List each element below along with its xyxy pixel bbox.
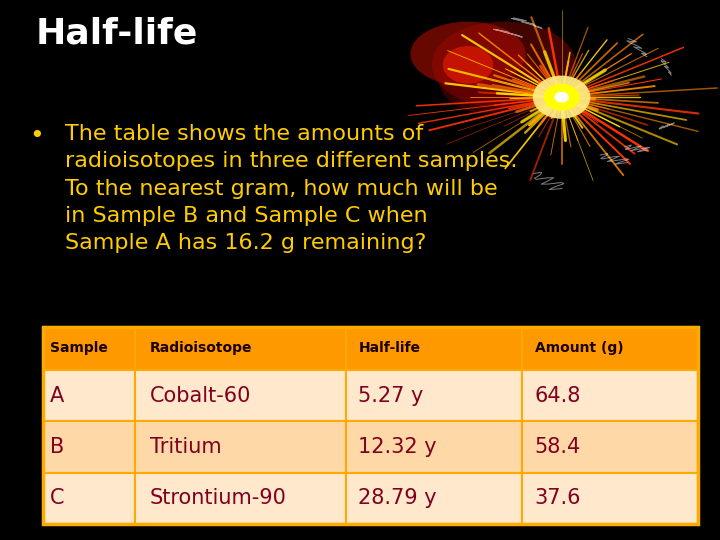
Text: 28.79 y: 28.79 y [359,488,437,508]
FancyBboxPatch shape [346,370,522,421]
Text: Radioisotope: Radioisotope [150,341,252,355]
Text: Sample: Sample [50,341,107,355]
Text: 5.27 y: 5.27 y [359,386,424,406]
FancyBboxPatch shape [135,327,346,370]
FancyBboxPatch shape [346,472,522,524]
Ellipse shape [410,22,526,86]
Text: A: A [50,386,64,406]
FancyBboxPatch shape [43,421,135,472]
Circle shape [544,84,580,111]
FancyBboxPatch shape [135,472,346,524]
Text: The table shows the amounts of
radioisotopes in three different samples.
To the : The table shows the amounts of radioisot… [65,124,517,253]
FancyBboxPatch shape [346,421,522,472]
FancyBboxPatch shape [43,327,135,370]
Text: Strontium-90: Strontium-90 [150,488,287,508]
Text: 12.32 y: 12.32 y [359,437,437,457]
Text: 58.4: 58.4 [534,437,581,457]
Text: Tritium: Tritium [150,437,221,457]
Text: •: • [29,124,43,148]
Circle shape [443,46,493,84]
Text: Half-life: Half-life [36,16,199,50]
FancyBboxPatch shape [135,370,346,421]
Text: 64.8: 64.8 [534,386,581,406]
FancyBboxPatch shape [522,421,698,472]
Circle shape [533,76,590,119]
Ellipse shape [439,49,540,113]
FancyBboxPatch shape [43,472,135,524]
Text: C: C [50,488,64,508]
Ellipse shape [432,22,576,108]
Text: Half-life: Half-life [359,341,420,355]
Text: B: B [50,437,64,457]
FancyBboxPatch shape [43,370,135,421]
FancyBboxPatch shape [522,327,698,370]
Text: 37.6: 37.6 [534,488,581,508]
Circle shape [554,92,569,103]
Text: Cobalt-60: Cobalt-60 [150,386,251,406]
FancyBboxPatch shape [135,421,346,472]
FancyBboxPatch shape [522,472,698,524]
FancyBboxPatch shape [522,370,698,421]
FancyBboxPatch shape [346,327,522,370]
Text: Amount (g): Amount (g) [534,341,624,355]
